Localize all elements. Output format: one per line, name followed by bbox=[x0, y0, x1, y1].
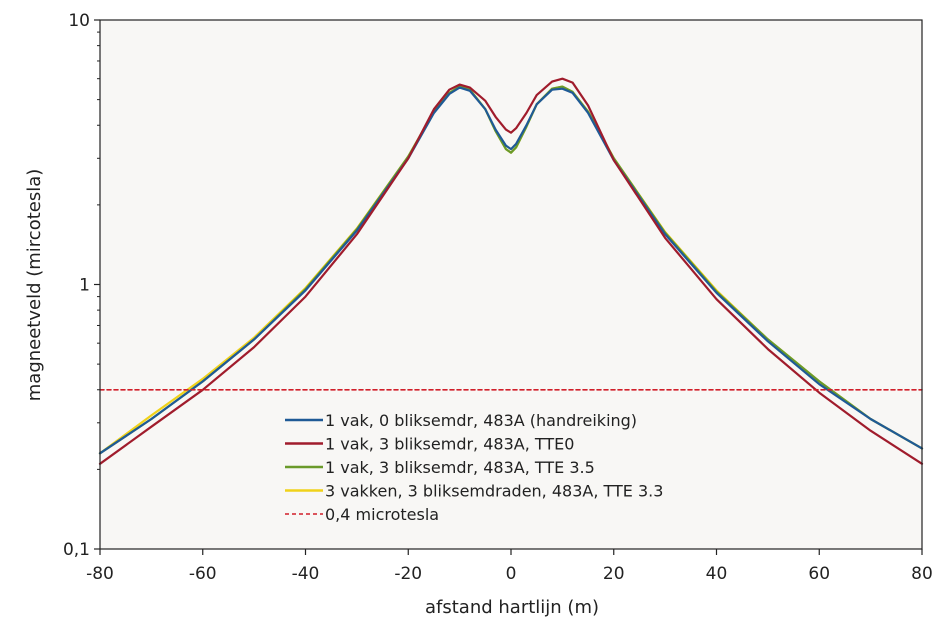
x-tick-label: -60 bbox=[189, 564, 217, 584]
x-tick-label: 0 bbox=[506, 564, 517, 584]
y-tick-label: 10 bbox=[68, 11, 90, 31]
y-tick-label: 1 bbox=[79, 276, 90, 296]
legend-label-1: 1 vak, 0 bliksemdr, 483A (handreiking) bbox=[325, 411, 637, 430]
x-tick-label: 80 bbox=[911, 564, 933, 584]
x-tick-label: -40 bbox=[292, 564, 320, 584]
legend: 1 vak, 0 bliksemdr, 483A (handreiking) 1 … bbox=[285, 411, 663, 524]
y-tick-label: 0,1 bbox=[63, 540, 90, 560]
x-tick-label: 40 bbox=[706, 564, 728, 584]
x-tick-label: 60 bbox=[808, 564, 830, 584]
x-axis-title: afstand hartlijn (m) bbox=[425, 597, 599, 618]
plot-area bbox=[100, 20, 922, 549]
series-layer bbox=[98, 77, 924, 465]
x-tick-label: -80 bbox=[86, 564, 114, 584]
legend-label-2: 1 vak, 3 bliksemdr, 483A, TTE0 bbox=[325, 435, 574, 454]
series-line-1 bbox=[98, 86, 924, 455]
x-tick-label: 20 bbox=[603, 564, 625, 584]
legend-label-4: 3 vakken, 3 bliksemdraden, 483A, TTE 3.3 bbox=[325, 482, 663, 501]
axes: -80 -60 -40 -20 0 20 40 60 80 0,1 1 10 bbox=[63, 11, 933, 584]
legend-label-3: 1 vak, 3 bliksemdr, 483A, TTE 3.5 bbox=[325, 458, 595, 477]
y-axis-title: magneetveld (mircotesla) bbox=[24, 169, 45, 402]
series-line-2 bbox=[98, 77, 924, 465]
legend-label-5: 0,4 microtesla bbox=[325, 505, 439, 524]
x-tick-label: -20 bbox=[394, 564, 422, 584]
plot-background bbox=[100, 20, 922, 549]
